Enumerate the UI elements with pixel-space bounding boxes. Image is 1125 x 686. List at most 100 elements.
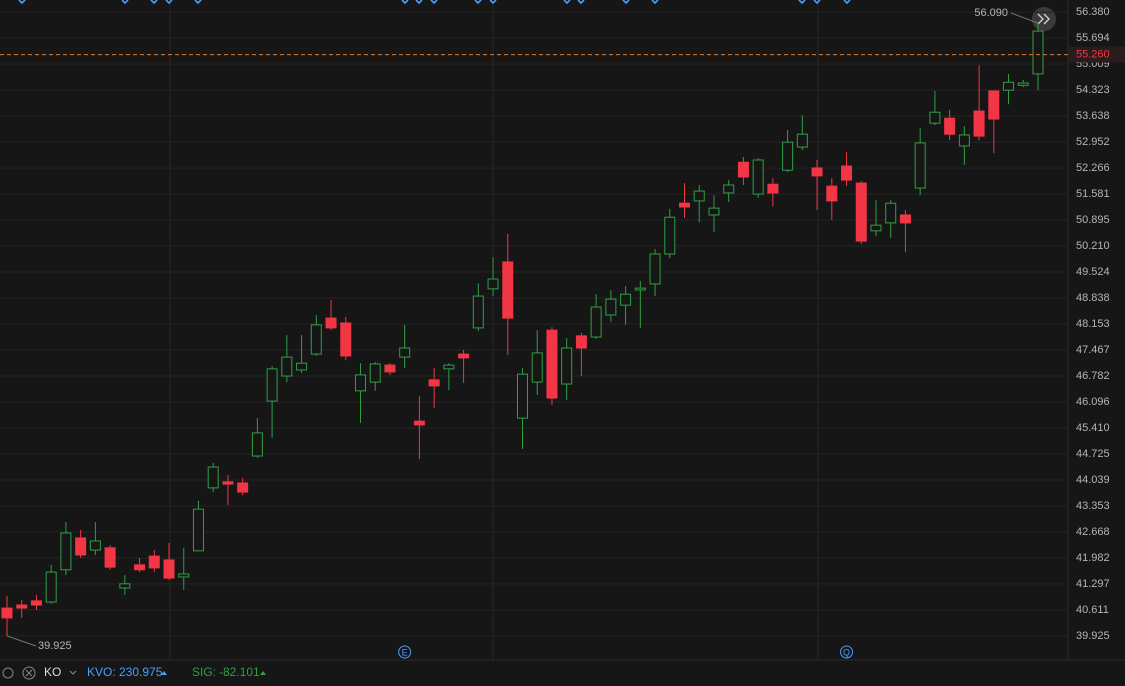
- scroll-icon[interactable]: [1037, 13, 1050, 25]
- scroll-button[interactable]: [1032, 7, 1056, 31]
- candle-body: [944, 117, 956, 135]
- up-arrow: [260, 671, 266, 675]
- up-arrow: [161, 671, 167, 675]
- candle-body: [826, 185, 838, 202]
- candle-body: [60, 532, 72, 571]
- dropdown-icon[interactable]: [69, 670, 77, 675]
- candle-body: [575, 335, 587, 349]
- y-tick-label: 52.266: [1076, 162, 1110, 174]
- y-tick-label: 40.611: [1076, 604, 1109, 616]
- candle-body: [369, 363, 381, 383]
- y-tick-label: 41.982: [1076, 552, 1110, 564]
- close-icon[interactable]: [22, 666, 36, 680]
- event-label: E: [402, 647, 408, 657]
- candle-body: [472, 295, 484, 329]
- candle-body: [487, 278, 499, 290]
- y-tick-label: 48.153: [1076, 318, 1110, 330]
- settings-icon[interactable]: [2, 667, 14, 679]
- candle-body: [89, 540, 101, 551]
- event-label: Q: [843, 647, 850, 657]
- candle-body: [281, 356, 293, 377]
- scroll-button-bg[interactable]: [1032, 7, 1056, 31]
- y-tick-label: 44.725: [1076, 448, 1110, 460]
- close-x[interactable]: [25, 669, 33, 677]
- candle-body: [870, 224, 882, 232]
- event-marker: [430, 0, 438, 5]
- y-tick-label: 42.668: [1076, 526, 1110, 538]
- y-tick-label: 56.380: [1076, 6, 1110, 18]
- candle-body: [1032, 30, 1044, 75]
- event-marker: [798, 0, 806, 5]
- candle-body: [988, 90, 1000, 120]
- candle-body: [1003, 81, 1015, 91]
- candle-body: [384, 364, 396, 373]
- candle-body: [620, 293, 632, 306]
- y-tick-label: 54.323: [1076, 84, 1110, 96]
- indicator-value: 230.975: [119, 665, 163, 679]
- candle-body: [973, 110, 985, 137]
- y-tick-label: 55.694: [1076, 32, 1110, 44]
- candle-body: [163, 559, 175, 579]
- y-tick-label: 53.638: [1076, 110, 1110, 122]
- signal-value: -82.101: [219, 665, 260, 679]
- max-leader: [1010, 12, 1039, 24]
- event-marker: [813, 0, 821, 5]
- event-badge: [840, 645, 854, 659]
- y-tick-label: 47.467: [1076, 344, 1110, 356]
- candle-body: [340, 322, 352, 357]
- candle-body: [679, 202, 691, 208]
- event-marker: [401, 0, 409, 5]
- candle-body: [796, 133, 808, 148]
- candle-body: [723, 184, 735, 194]
- y-tick-label: 50.210: [1076, 240, 1110, 252]
- event-marker: [474, 0, 482, 5]
- candle-body: [752, 159, 764, 195]
- y-tick-label: 44.039: [1076, 474, 1110, 486]
- event-marker: [651, 0, 659, 5]
- candle-body: [899, 214, 911, 224]
- candle-body: [148, 555, 160, 569]
- y-tick-label: 45.410: [1076, 422, 1110, 434]
- y-tick-label: 41.297: [1076, 578, 1110, 590]
- candle-body: [413, 420, 425, 426]
- candle-body: [134, 564, 146, 571]
- candle-body: [841, 165, 853, 181]
- candle-body: [207, 466, 219, 489]
- y-tick-label: 50.895: [1076, 214, 1110, 226]
- y-tick-label: 46.782: [1076, 370, 1110, 382]
- y-tick-label: 49.524: [1076, 266, 1110, 278]
- candle-body: [693, 190, 705, 202]
- candle-body: [237, 482, 249, 493]
- last-price-box: [1069, 46, 1125, 63]
- candle-body: [325, 317, 337, 329]
- y-tick-label: 43.353: [1076, 500, 1110, 512]
- candle-body: [399, 347, 411, 358]
- event-marker: [489, 0, 497, 5]
- candle-body: [428, 379, 440, 387]
- candle-body: [782, 141, 794, 171]
- candle-body: [310, 324, 322, 355]
- event-marker: [622, 0, 630, 5]
- candle-body: [266, 368, 278, 402]
- candle-body: [649, 253, 661, 285]
- event-marker: [121, 0, 129, 5]
- y-tick-label: 39.925: [1076, 630, 1110, 642]
- min-label: 39.925: [38, 640, 72, 652]
- event-marker: [843, 0, 851, 5]
- event-marker: [165, 0, 173, 5]
- candle-body: [178, 573, 190, 578]
- event-marker: [415, 0, 423, 5]
- candle-body: [885, 202, 897, 224]
- candle-body: [811, 167, 823, 177]
- event-marker: [150, 0, 158, 5]
- signal-name: SIG:: [192, 665, 216, 679]
- y-tick-label: 52.952: [1076, 136, 1110, 148]
- candle-body: [914, 142, 926, 189]
- candle-body: [1, 607, 13, 619]
- candle-body: [546, 329, 558, 399]
- candle-body: [192, 508, 204, 552]
- candle-body: [855, 182, 867, 242]
- candle-body: [502, 261, 514, 319]
